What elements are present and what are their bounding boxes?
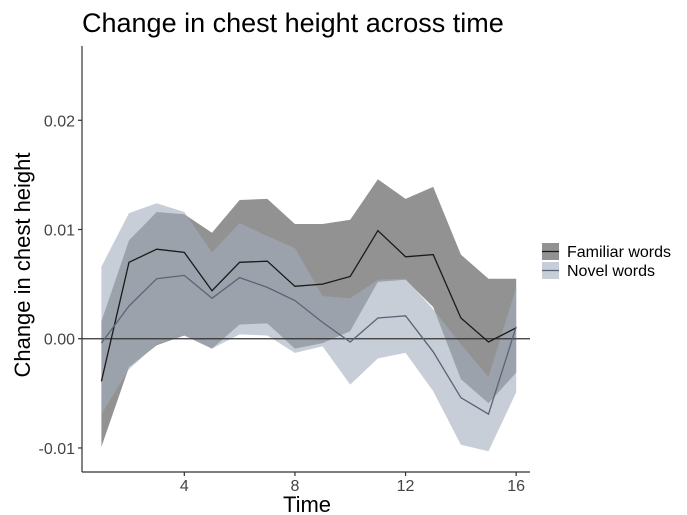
y-tick-label: 0.02 xyxy=(44,113,75,130)
novel-words-mean-line xyxy=(100,274,517,416)
axes xyxy=(81,46,530,473)
y-axis-label: Change in chest height xyxy=(10,152,35,377)
x-tick-label: 12 xyxy=(397,478,415,495)
mean-lines xyxy=(100,229,517,416)
confidence-bands xyxy=(101,179,517,452)
legend: Familiar words Novel words xyxy=(542,243,671,280)
chart-title: Change in chest height across time xyxy=(82,8,504,38)
y-tick-label: -0.01 xyxy=(39,441,76,458)
x-tick-label: 4 xyxy=(180,478,189,495)
y-tick-label: 0.01 xyxy=(44,223,75,240)
novel-words-ribbon xyxy=(101,203,517,452)
tick-labels: -0.01 0.00 0.01 0.02 4 8 12 16 xyxy=(39,113,526,495)
y-tick-label: 0.00 xyxy=(44,332,75,349)
familiar-words-mean-line xyxy=(100,229,517,382)
familiar-words-legend-label: Familiar words xyxy=(567,244,671,261)
x-tick-label: 8 xyxy=(290,478,299,495)
x-tick-label: 16 xyxy=(507,478,525,495)
x-axis-label: Time xyxy=(283,492,331,515)
novel-words-legend-label: Novel words xyxy=(567,263,655,280)
